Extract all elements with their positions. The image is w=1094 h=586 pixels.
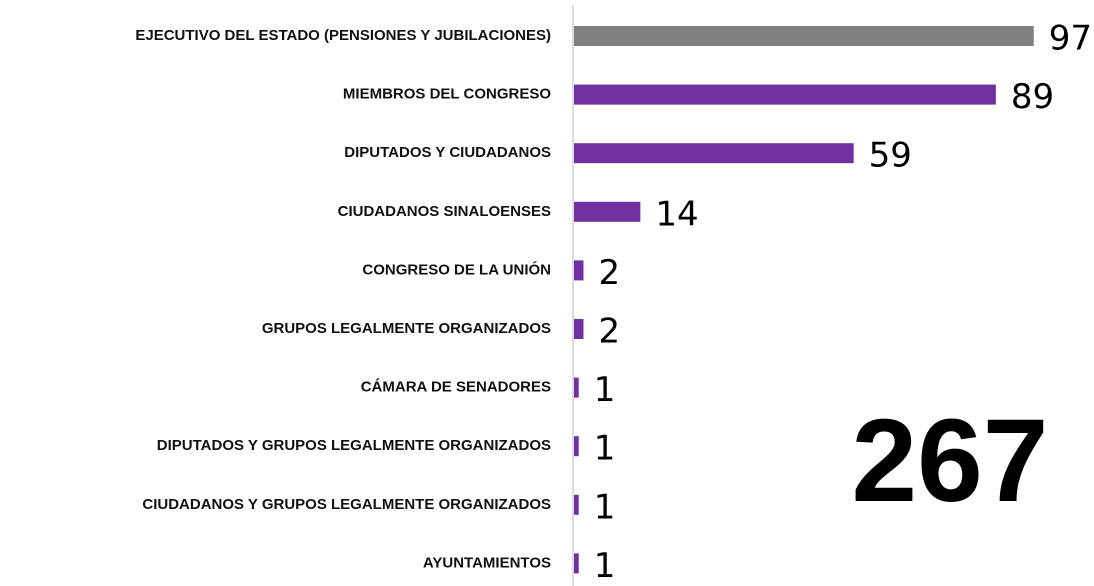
bar <box>574 84 996 105</box>
value-label: 1 <box>594 370 616 410</box>
category-label: AYUNTAMIENTOS <box>423 554 551 571</box>
value-label: 97 <box>1049 19 1092 59</box>
category-label: MIEMBROS DEL CONGRESO <box>343 86 551 103</box>
value-label: 1 <box>594 546 616 586</box>
bar <box>574 26 1034 46</box>
bar <box>574 319 584 339</box>
value-label: 2 <box>598 253 620 293</box>
category-label: CONGRESO DE LA UNIÓN <box>362 260 551 278</box>
bar <box>574 436 579 457</box>
bar <box>574 260 584 281</box>
value-label: 1 <box>594 429 616 469</box>
category-label: EJECUTIVO DEL ESTADO (PENSIONES Y JUBILA… <box>135 27 551 44</box>
category-label: CIUDADANOS SINALOENSES <box>338 203 551 220</box>
category-label: DIPUTADOS Y GRUPOS LEGALMENTE ORGANIZADO… <box>157 437 551 454</box>
category-label: CIUDADANOS Y GRUPOS LEGALMENTE ORGANIZAD… <box>142 496 551 513</box>
bar <box>574 377 579 398</box>
total-annotation: 267 <box>852 395 1049 527</box>
value-label: 1 <box>594 487 616 527</box>
bar <box>574 143 854 164</box>
bar <box>574 201 641 222</box>
category-label: GRUPOS LEGALMENTE ORGANIZADOS <box>262 320 551 337</box>
value-label: 59 <box>869 136 912 176</box>
category-label: DIPUTADOS Y CIUDADANOS <box>344 144 551 161</box>
value-label: 14 <box>655 194 698 234</box>
value-label: 2 <box>598 312 620 352</box>
value-label: 89 <box>1011 77 1054 117</box>
bar <box>574 494 579 515</box>
category-label: CÁMARA DE SENADORES <box>361 379 551 396</box>
bar <box>574 553 579 574</box>
